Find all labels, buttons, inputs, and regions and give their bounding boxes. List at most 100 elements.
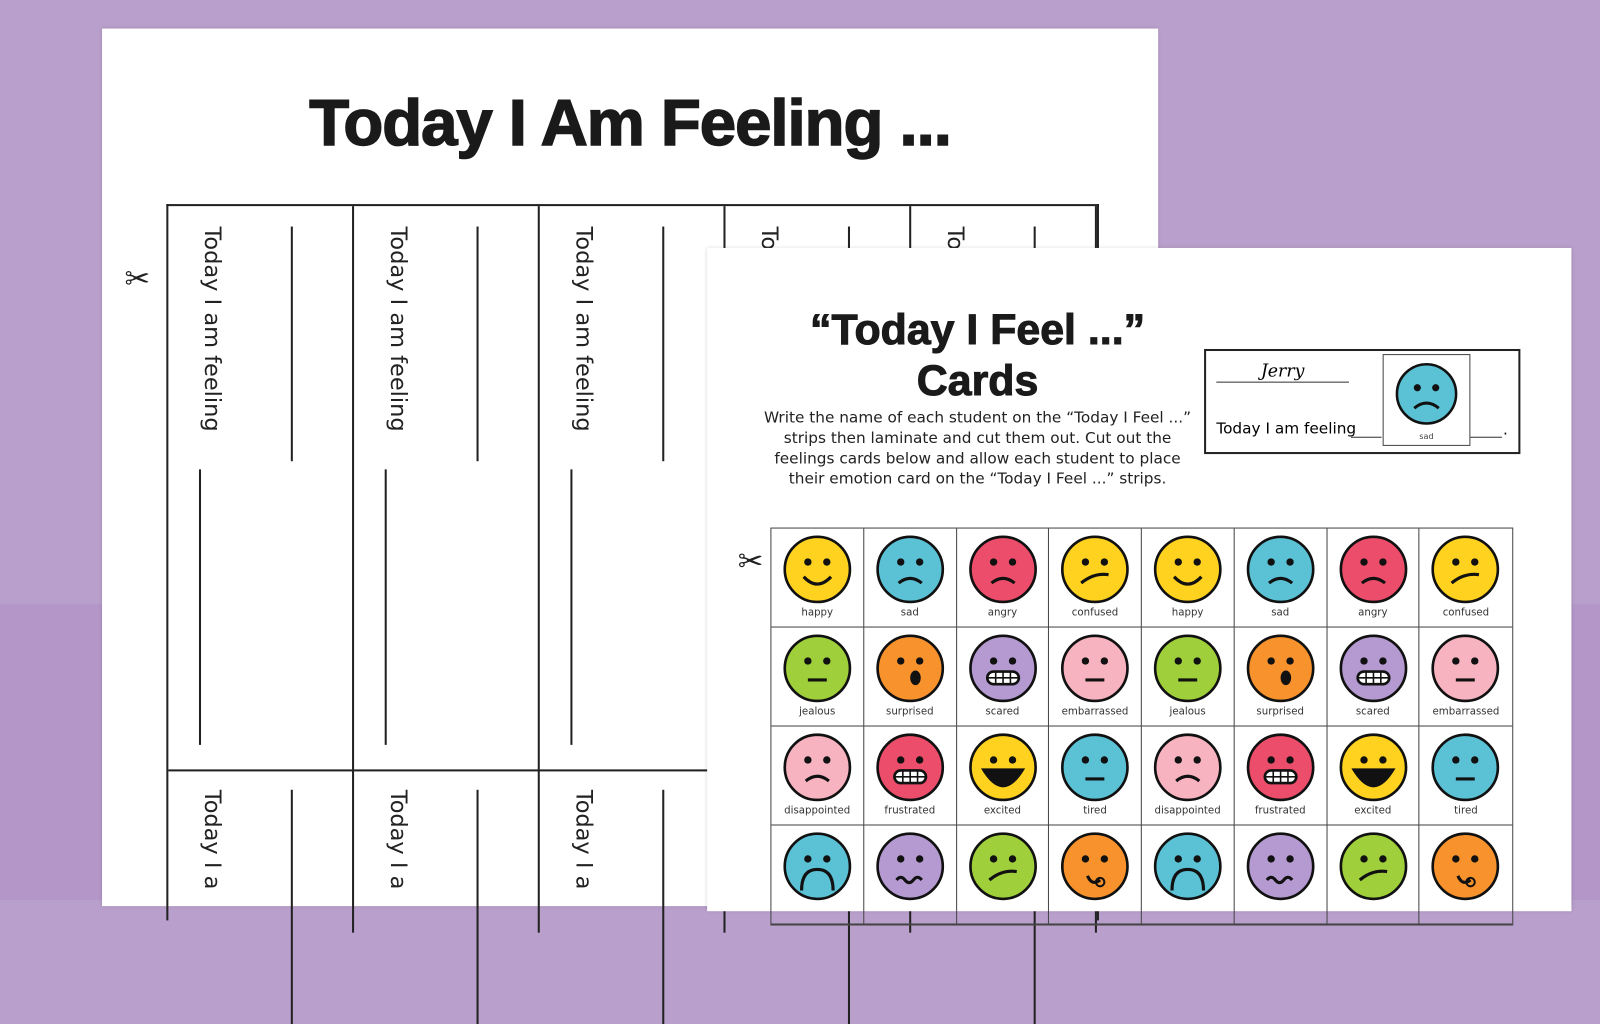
emotion-card: [1327, 825, 1420, 925]
jealous-face-icon: [783, 634, 852, 703]
card-label: embarrassed: [1432, 706, 1500, 718]
emotion-card: embarrassed: [1419, 628, 1513, 727]
blank-line: [1469, 436, 1503, 438]
feeling-line: [384, 469, 387, 745]
cards-worksheet: “Today I Feel ...” Cards Write the name …: [707, 247, 1572, 926]
name-line: [662, 789, 665, 1024]
strip-text: Today I am feeling: [570, 226, 596, 432]
frustrated-face-icon: [1246, 733, 1315, 802]
card-label: surprised: [1256, 706, 1304, 718]
emotion-card: confused: [1049, 528, 1142, 628]
happy-face-icon: [1153, 535, 1222, 604]
sample-text: Today I am feeling: [1216, 419, 1357, 438]
confused-face-icon: [1061, 535, 1130, 604]
cards-title-line2: Cards: [916, 356, 1039, 405]
card-label: jealous: [799, 706, 836, 718]
emotion-card: surprised: [1234, 627, 1328, 727]
emotion-card: tired: [1419, 727, 1513, 826]
excited-face-icon: [1339, 733, 1407, 802]
jealous-face-icon: [1153, 634, 1222, 703]
card-label: embarrassed: [1061, 706, 1129, 718]
sad-face-icon: [1395, 363, 1458, 425]
strip: Today I a: [540, 769, 726, 1024]
emotion-card: disappointed: [1141, 726, 1235, 826]
name-line: [476, 789, 479, 1024]
emotion-card: [1049, 825, 1142, 925]
confused-face-icon: [1431, 535, 1500, 604]
student-name: Jerry: [1216, 361, 1349, 383]
strip-text: Today I a: [384, 789, 411, 890]
emotion-card: [864, 825, 957, 925]
emotion-card: excited: [956, 726, 1050, 826]
excited-face-icon: [968, 733, 1037, 802]
sad-face-icon: [876, 535, 944, 604]
card-label: angry: [1358, 607, 1388, 619]
emotion-card: [771, 825, 865, 925]
feeling-line: [198, 469, 202, 745]
sample-emotion-card: sad: [1382, 354, 1471, 446]
page: Today I Am Feeling ... ✂ Today I am feel…: [102, 28, 1572, 1024]
strip: Today I am feeling: [168, 206, 355, 772]
scissors-icon: ✂: [124, 261, 151, 297]
card-label: sad: [1419, 431, 1434, 441]
emotion-card: [956, 825, 1050, 925]
cards-title: “Today I Feel ...” Cards: [768, 304, 1186, 406]
emotion-card: scared: [1327, 627, 1420, 727]
card-label: disappointed: [1154, 805, 1221, 817]
name-line: [476, 226, 479, 462]
card-label: tired: [1454, 805, 1478, 817]
blank-line: [1351, 436, 1382, 438]
card-label: angry: [987, 607, 1018, 619]
emotion-face-icon: [1061, 832, 1130, 901]
emotion-face-icon: [1431, 832, 1500, 901]
emotion-card: jealous: [771, 627, 865, 727]
card-label: sad: [1271, 607, 1290, 619]
card-label: frustrated: [884, 805, 936, 817]
card-label: surprised: [886, 706, 934, 718]
strip-text: Today I a: [198, 789, 225, 890]
card-label: scared: [985, 706, 1020, 718]
emotion-card: [1141, 825, 1235, 925]
strip: Today I am feeling: [539, 206, 726, 772]
strip: Today I am feeling: [354, 206, 540, 772]
frustrated-face-icon: [876, 733, 944, 802]
emotion-face-icon: [968, 832, 1037, 901]
emotion-cards-grid: happy sad angry confused happy sad angry confus…: [770, 527, 1514, 926]
emotion-face-icon: [1339, 832, 1407, 901]
card-label: jealous: [1169, 706, 1206, 718]
emotion-card: frustrated: [1234, 726, 1328, 826]
card-label: happy: [1171, 607, 1204, 619]
scissors-icon: ✂: [737, 543, 764, 580]
emotion-card: embarrassed: [1049, 627, 1142, 727]
tired-face-icon: [1431, 733, 1500, 802]
emotion-card: disappointed: [771, 726, 865, 826]
worksheet-title: Today I Am Feeling ...: [309, 85, 953, 160]
card-label: confused: [1442, 607, 1490, 619]
card-label: excited: [983, 805, 1021, 817]
angry-face-icon: [968, 535, 1037, 604]
strip-text: To: [756, 226, 782, 251]
sad-face-icon: [1246, 535, 1315, 604]
strip: Today I a: [168, 769, 355, 1024]
name-line: [847, 226, 850, 258]
card-label: happy: [801, 607, 834, 619]
emotion-face-icon: [783, 832, 852, 901]
emotion-card: angry: [1327, 528, 1420, 628]
strip: Today I a: [354, 769, 540, 1024]
surprised-face-icon: [876, 634, 944, 703]
surprised-face-icon: [1246, 634, 1315, 703]
card-label: frustrated: [1254, 805, 1306, 817]
emotion-face-icon: [1153, 832, 1222, 901]
name-line: [662, 226, 665, 462]
emotion-card: frustrated: [864, 726, 957, 826]
card-label: disappointed: [784, 805, 851, 817]
emotion-card: [1234, 825, 1328, 925]
instructions: Write the name of each student on the “T…: [763, 408, 1192, 488]
strip-text: Today I a: [570, 789, 596, 890]
emotion-card: happy: [771, 528, 865, 628]
name-line: [290, 226, 293, 462]
embarrassed-face-icon: [1061, 634, 1130, 703]
tired-face-icon: [1061, 733, 1130, 802]
sample-strip: Jerry Today I am feeling . sad: [1204, 348, 1521, 455]
card-label: scared: [1355, 706, 1390, 718]
